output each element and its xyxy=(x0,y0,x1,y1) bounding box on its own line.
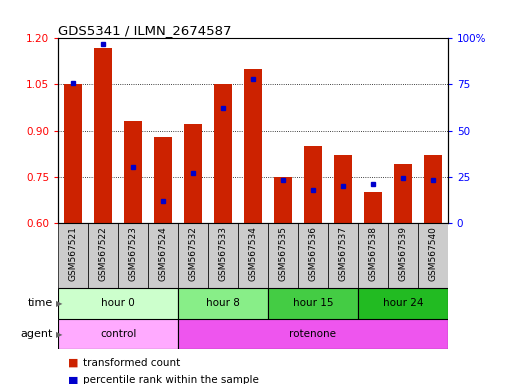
Text: GSM567538: GSM567538 xyxy=(368,226,377,281)
Bar xyxy=(297,223,327,288)
Bar xyxy=(88,223,118,288)
Text: GSM567536: GSM567536 xyxy=(308,226,317,281)
Bar xyxy=(363,192,381,223)
Bar xyxy=(357,288,447,319)
Text: ▶: ▶ xyxy=(56,329,62,339)
Text: GSM567524: GSM567524 xyxy=(158,226,167,281)
Bar xyxy=(124,121,142,223)
Bar xyxy=(118,223,148,288)
Text: GSM567533: GSM567533 xyxy=(218,226,227,281)
Bar xyxy=(184,124,201,223)
Bar xyxy=(268,288,357,319)
Text: GSM567537: GSM567537 xyxy=(338,226,347,281)
Bar xyxy=(58,223,88,288)
Bar xyxy=(327,223,357,288)
Text: rotenone: rotenone xyxy=(289,329,336,339)
Text: ▶: ▶ xyxy=(56,299,62,308)
Text: GSM567521: GSM567521 xyxy=(69,226,78,281)
Bar xyxy=(423,155,441,223)
Text: time: time xyxy=(28,298,53,308)
Bar xyxy=(94,48,112,223)
Bar xyxy=(154,137,172,223)
Text: GSM567523: GSM567523 xyxy=(128,226,137,281)
Text: ■: ■ xyxy=(68,358,79,368)
Text: hour 15: hour 15 xyxy=(292,298,332,308)
Text: control: control xyxy=(100,329,136,339)
Bar xyxy=(333,155,351,223)
Text: GSM567540: GSM567540 xyxy=(427,226,436,281)
Text: percentile rank within the sample: percentile rank within the sample xyxy=(83,375,259,384)
Text: hour 8: hour 8 xyxy=(206,298,239,308)
Bar xyxy=(243,69,262,223)
Text: GSM567532: GSM567532 xyxy=(188,226,197,281)
Bar xyxy=(178,223,208,288)
Bar xyxy=(178,288,268,319)
Bar xyxy=(387,223,417,288)
Bar xyxy=(273,177,291,223)
Bar xyxy=(58,319,178,349)
Bar xyxy=(58,288,178,319)
Text: transformed count: transformed count xyxy=(83,358,180,368)
Text: GSM567539: GSM567539 xyxy=(397,226,407,281)
Bar xyxy=(357,223,387,288)
Text: agent: agent xyxy=(21,329,53,339)
Bar xyxy=(304,146,321,223)
Bar xyxy=(178,319,447,349)
Text: GSM567535: GSM567535 xyxy=(278,226,287,281)
Bar xyxy=(237,223,268,288)
Text: GSM567522: GSM567522 xyxy=(98,226,108,281)
Bar xyxy=(208,223,237,288)
Text: GSM567534: GSM567534 xyxy=(248,226,257,281)
Bar xyxy=(393,164,411,223)
Text: hour 0: hour 0 xyxy=(101,298,135,308)
Bar xyxy=(417,223,447,288)
Bar xyxy=(64,84,82,223)
Text: GDS5341 / ILMN_2674587: GDS5341 / ILMN_2674587 xyxy=(58,24,231,37)
Text: hour 24: hour 24 xyxy=(382,298,422,308)
Bar xyxy=(268,223,297,288)
Bar xyxy=(148,223,178,288)
Text: ■: ■ xyxy=(68,375,79,384)
Bar xyxy=(214,84,232,223)
